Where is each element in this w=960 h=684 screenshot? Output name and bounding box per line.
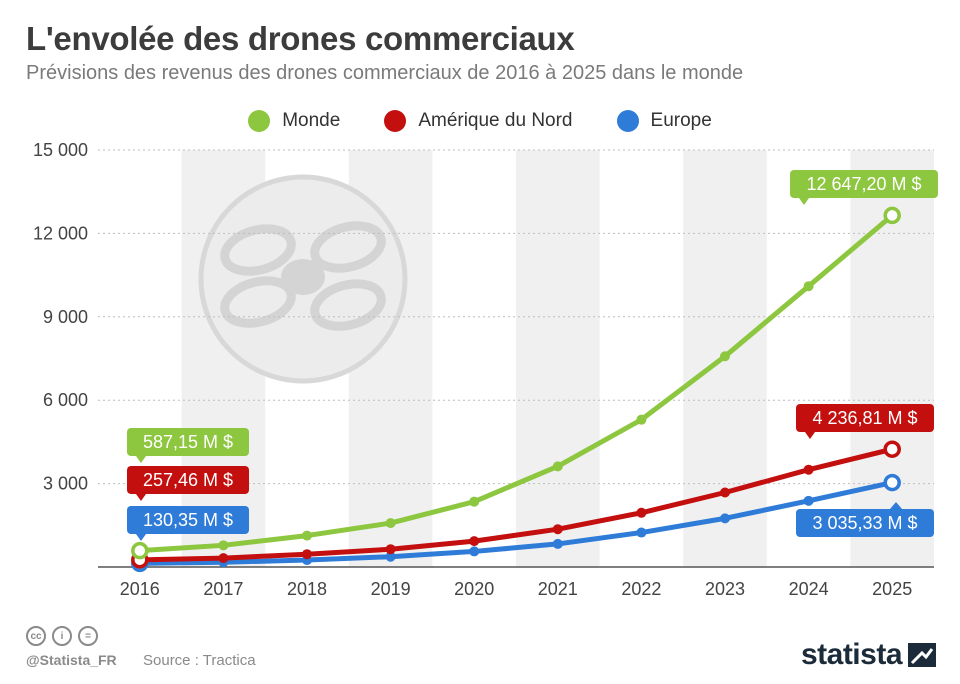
- data-point: [720, 351, 730, 362]
- data-point: [803, 495, 814, 506]
- data-label-box: [127, 506, 249, 534]
- data-point: [883, 206, 901, 225]
- drone-rotor: [220, 276, 296, 328]
- x-tick-label: 2017: [203, 579, 243, 599]
- data-label: 4 236,81 M $: [796, 404, 934, 439]
- data-label-pointer: [136, 456, 146, 463]
- data-label-box: [790, 170, 938, 198]
- cc-icon: cc: [26, 626, 46, 646]
- nd-icon: =: [78, 626, 98, 646]
- footer-handle[interactable]: @Statista_FR: [26, 652, 117, 668]
- x-tick-label: 2016: [120, 579, 160, 599]
- legend-dot-monde: [248, 110, 271, 132]
- legend-item-europe: Europe: [616, 110, 712, 132]
- legend-dot-europe: [616, 110, 639, 132]
- data-point: [552, 538, 563, 549]
- data-point: [469, 496, 480, 507]
- data-point: [803, 281, 814, 292]
- drone-rotor: [220, 224, 296, 276]
- statista-logo[interactable]: statista: [801, 638, 936, 672]
- column-band: [516, 150, 600, 567]
- data-label-box: [127, 428, 249, 456]
- y-tick-label: 12 000: [33, 223, 88, 243]
- data-point: [302, 530, 312, 541]
- license-icons: cc i =: [26, 626, 98, 646]
- x-tick-label: 2022: [621, 579, 661, 599]
- data-point: [469, 536, 480, 547]
- data-label-box: [796, 404, 934, 432]
- drone-rotor: [310, 221, 386, 273]
- data-label-pointer: [799, 198, 809, 205]
- data-point: [883, 473, 901, 492]
- data-point: [218, 553, 229, 564]
- drone-body: [281, 259, 325, 295]
- data-label-box: [127, 466, 249, 494]
- data-label-text: 130,35 M $: [143, 510, 233, 530]
- data-point: [720, 513, 730, 524]
- data-label-pointer: [136, 494, 146, 501]
- y-tick-label: 9 000: [43, 307, 88, 327]
- data-label: 130,35 M $: [127, 506, 249, 541]
- data-point: [302, 549, 312, 560]
- data-label: 257,46 M $: [127, 466, 249, 501]
- data-point: [883, 440, 901, 458]
- chart-title: L'envolée des drones commerciaux: [26, 20, 575, 57]
- legend-label-europe: Europe: [650, 110, 712, 131]
- data-point: [636, 527, 647, 538]
- data-point: [385, 551, 396, 562]
- statista-wordmark: statista: [800, 638, 903, 671]
- legend-label-amerique-du-nord: Amérique du Nord: [418, 110, 573, 131]
- y-tick-label: 15 000: [33, 140, 88, 160]
- drone-rotor: [310, 279, 386, 331]
- legend: Monde Amérique du Nord Europe: [0, 110, 960, 132]
- data-label-text: 4 236,81 M $: [812, 408, 917, 428]
- data-point: [636, 507, 647, 518]
- series-line-1: [137, 446, 895, 563]
- data-point: [720, 487, 730, 498]
- data-point: [803, 464, 814, 475]
- data-point: [469, 546, 480, 557]
- chart-subtitle: Prévisions des revenus des drones commer…: [26, 62, 744, 84]
- legend-item-monde: Monde: [248, 110, 340, 132]
- data-point: [385, 518, 396, 529]
- data-label-pointer: [805, 432, 815, 439]
- legend-label-monde: Monde: [282, 110, 341, 131]
- data-point: [552, 524, 563, 535]
- data-label: 12 647,20 M $: [790, 170, 938, 205]
- data-label: 3 035,33 M $: [796, 502, 934, 537]
- data-point: [131, 541, 149, 560]
- x-tick-label: 2024: [789, 579, 829, 599]
- data-label-box: [796, 509, 934, 537]
- by-icon: i: [52, 626, 72, 646]
- x-tick-label: 2023: [705, 579, 745, 599]
- data-label-text: 3 035,33 M $: [812, 513, 917, 533]
- data-label: 587,15 M $: [127, 428, 249, 463]
- series-line-0: [137, 212, 895, 554]
- legend-dot-amerique-du-nord: [384, 110, 407, 132]
- data-point: [385, 544, 396, 555]
- y-tick-label: 6 000: [43, 390, 88, 410]
- y-tick-label: 3 000: [43, 474, 88, 494]
- data-label-text: 257,46 M $: [143, 470, 233, 490]
- series-line-2: [137, 480, 895, 566]
- data-label-pointer: [136, 534, 146, 541]
- drone-icon: [198, 174, 408, 384]
- x-tick-label: 2020: [454, 579, 494, 599]
- data-label-pointer: [890, 502, 902, 509]
- data-point: [636, 414, 647, 425]
- x-tick-label: 2019: [371, 579, 411, 599]
- footer-source: Source : Tractica: [143, 652, 256, 669]
- data-point: [552, 461, 563, 472]
- data-label-text: 12 647,20 M $: [806, 174, 921, 194]
- x-tick-label: 2021: [538, 579, 578, 599]
- statista-mark-icon: [908, 643, 936, 667]
- x-tick-label: 2025: [872, 579, 912, 599]
- legend-item-amerique-du-nord: Amérique du Nord: [384, 110, 573, 132]
- x-tick-label: 2018: [287, 579, 327, 599]
- data-point: [218, 540, 229, 551]
- data-label-text: 587,15 M $: [143, 432, 233, 452]
